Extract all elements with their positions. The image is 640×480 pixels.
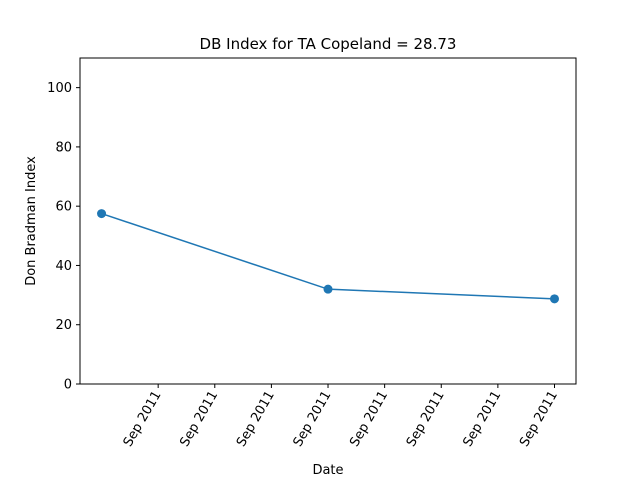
x-tick-label: Sep 2011 — [517, 389, 561, 450]
x-tick-label: Sep 2011 — [234, 389, 278, 450]
data-point — [97, 209, 107, 219]
x-axis: Sep 2011 Sep 2011 Sep 2011 Sep 2011 Sep 2011… — [121, 384, 561, 449]
chart-title: DB Index for TA Copeland = 28.73 — [200, 35, 457, 53]
x-tick-label: Sep 2011 — [291, 389, 335, 450]
x-tick-label: Sep 2011 — [460, 389, 504, 450]
y-tick-label: 20 — [55, 318, 72, 333]
y-tick-label: 100 — [47, 81, 72, 96]
y-tick-label: 0 — [64, 378, 72, 393]
plot-area-frame — [79, 57, 577, 385]
y-axis: 0 20 40 60 80 100 — [47, 81, 80, 393]
y-tick-label: 40 — [55, 259, 72, 274]
x-tick-label: Sep 2011 — [121, 389, 165, 450]
data-point — [323, 284, 333, 294]
y-tick-label: 80 — [55, 140, 72, 155]
x-tick-label: Sep 2011 — [177, 389, 221, 450]
x-axis-label: Date — [312, 463, 343, 478]
x-tick-label: Sep 2011 — [347, 389, 391, 450]
y-tick-label: 60 — [55, 200, 72, 215]
y-axis-label: Don Bradman Index — [24, 156, 39, 286]
x-tick-label: Sep 2011 — [404, 389, 448, 450]
series-layer — [97, 209, 559, 304]
data-point — [549, 294, 559, 304]
